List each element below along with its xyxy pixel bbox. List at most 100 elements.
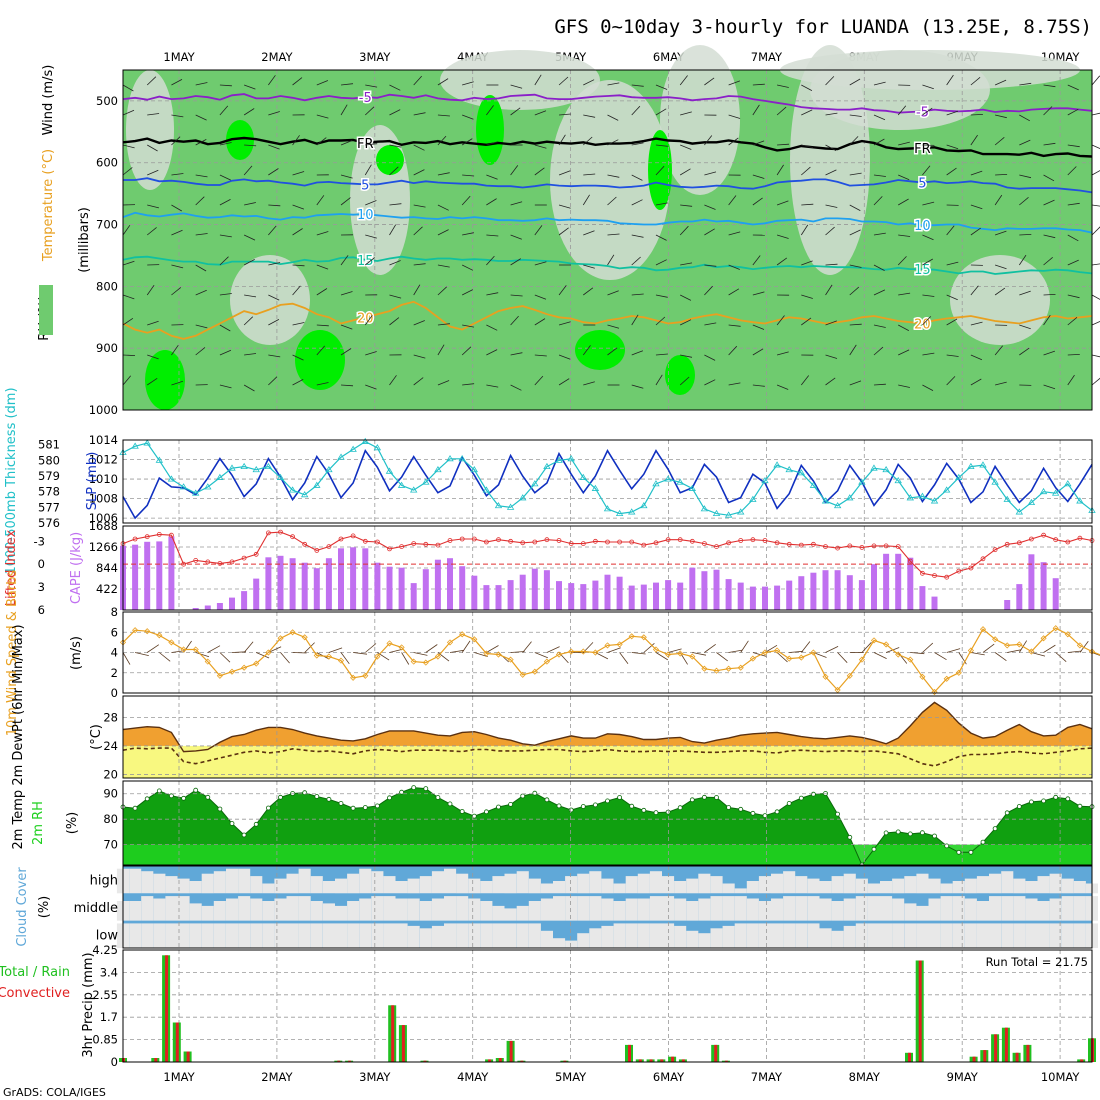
cloud-clear-cell: [226, 898, 239, 921]
wind-barb: [461, 138, 473, 146]
wind-barb: [147, 377, 158, 386]
y-tick-label: 80: [103, 812, 118, 826]
rh2m-point: [350, 805, 356, 811]
cloud-clear-cell: [444, 896, 457, 921]
lifted-index-point: [520, 540, 526, 546]
wind-barb: [292, 135, 300, 146]
cloud-clear-cell: [807, 896, 820, 921]
wind-barb: [1031, 652, 1046, 657]
wind-barb: [437, 264, 450, 268]
cloud-clear-cell: [177, 896, 190, 921]
lifted-index-point: [193, 558, 199, 563]
wind-barb: [340, 652, 350, 665]
thickness-point: [264, 462, 273, 470]
lifted-index-point: [459, 536, 465, 542]
y-tick-label: 4: [111, 646, 118, 660]
cloud-clear-cell: [189, 881, 202, 894]
wind-barb: [146, 76, 157, 86]
cloud-clear-cell: [904, 923, 917, 948]
wind-speed-line: [122, 627, 1100, 693]
wind-barb: [510, 258, 522, 266]
wind-barb: [195, 139, 207, 146]
wind-barb: [219, 199, 231, 206]
wind-barb: [1043, 294, 1056, 296]
contour-line: [122, 211, 1093, 234]
cloud-clear-cell: [286, 873, 299, 894]
wind-barb: [946, 74, 954, 86]
wind-barb: [873, 114, 886, 121]
rh2m-point: [895, 829, 901, 835]
rh2m-point: [387, 795, 392, 801]
wind-barb: [970, 652, 985, 656]
y-tick-label: 0: [111, 686, 118, 700]
wind-barb: [437, 204, 449, 211]
wind-speed-point: [858, 656, 865, 663]
wind-unit-label: (m/s): [69, 636, 84, 670]
wind-barb: [195, 114, 207, 121]
cloud-clear-cell: [407, 925, 420, 948]
cloud-clear-cell: [347, 923, 360, 948]
cloud-clear-cell: [649, 871, 662, 894]
wind-barb: [365, 643, 377, 653]
rh2m-point: [532, 790, 538, 796]
wind-barb: [1043, 142, 1056, 146]
y-tick-label: 700: [96, 218, 118, 232]
lifted-index-point: [205, 559, 211, 565]
wind-barb: [655, 202, 668, 206]
wind-barb: [340, 83, 354, 86]
lifted-index-point: [895, 544, 901, 549]
wind-speed-point: [846, 672, 853, 679]
wind-barb: [268, 168, 279, 176]
wind-barb: [849, 344, 857, 356]
y-tick-label: -3: [34, 534, 45, 548]
wind-barb: [752, 83, 765, 86]
wind-barb: [461, 195, 471, 206]
wind-barb: [292, 204, 305, 210]
wind-barb: [994, 136, 1005, 146]
cloud-clear-cell: [771, 873, 784, 894]
wind-barb: [413, 169, 425, 176]
rh2m-point: [496, 804, 501, 810]
wind-barb: [607, 174, 620, 178]
wind-speed-point: [265, 649, 272, 656]
thickness-point: [179, 483, 188, 490]
wind-speed-point: [967, 647, 974, 654]
precip-convective-bar: [649, 1059, 653, 1062]
rh2m-point: [932, 833, 937, 839]
wind-barb: [607, 254, 615, 266]
cape-bar: [313, 568, 320, 610]
cloud-clear-cell: [371, 896, 384, 921]
wind-speed-point: [132, 627, 139, 634]
y-tick-label: 20: [103, 767, 118, 781]
wind-speed-point: [543, 658, 550, 665]
wind-barb: [922, 642, 934, 653]
wind-speed-point: [822, 673, 829, 680]
wind-barb: [243, 384, 255, 392]
rh-dry-area: [440, 50, 600, 110]
cape-bar: [762, 586, 768, 610]
lifted-index-point: [714, 544, 719, 549]
cloud-clear-cell: [359, 868, 372, 894]
y-tick-label: 2.55: [92, 988, 118, 1002]
rh2m-point: [411, 785, 417, 790]
contour-line: [122, 136, 1093, 158]
cape-bar: [277, 555, 284, 610]
cloud-clear-cell: [359, 898, 372, 921]
wind-barb: [486, 255, 495, 266]
wind-barb: [1091, 75, 1100, 86]
cape-bar: [265, 557, 272, 610]
cloud-clear-cell: [928, 878, 941, 894]
cloud-clear-cell: [710, 896, 723, 921]
wind-barb: [147, 144, 158, 152]
wind-barb: [195, 264, 207, 272]
wind-barb: [607, 290, 619, 296]
cloud-clear-cell: [831, 876, 844, 894]
wind-barb: [873, 81, 886, 86]
wind-barb: [898, 324, 909, 331]
contour-label: 20: [357, 311, 374, 326]
cloud-clear-cell: [734, 923, 747, 948]
wind-barb: [461, 346, 472, 356]
wind-speed-point: [810, 649, 817, 656]
wind-speed-point: [216, 672, 223, 679]
wind-barb: [122, 84, 134, 92]
